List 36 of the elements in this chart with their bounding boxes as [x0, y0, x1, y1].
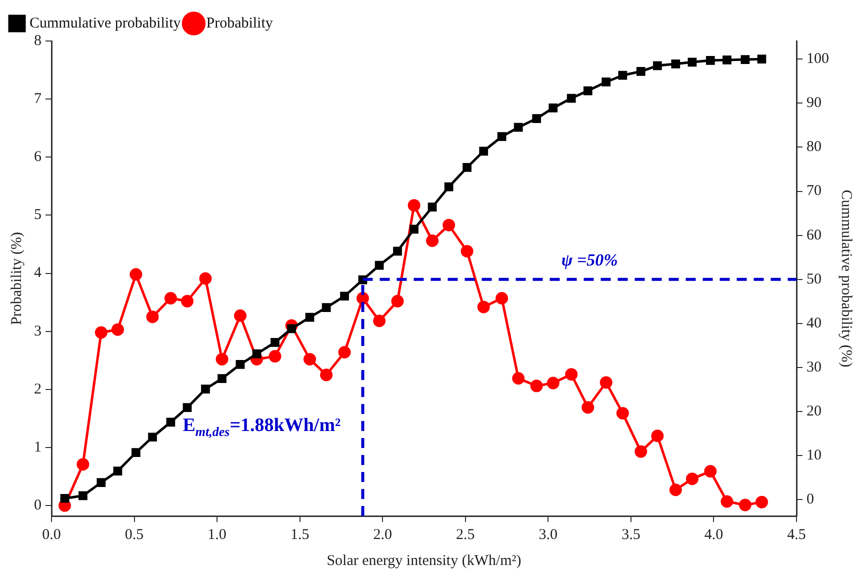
- y2-tick-label: 20: [806, 404, 822, 420]
- x-tick-label: 2.0: [373, 526, 392, 543]
- y-tick-label: 0: [34, 497, 42, 514]
- y2-tick-label: 60: [806, 227, 822, 244]
- y-tick-label: 8: [34, 32, 42, 49]
- ref-line-label: ψ =50%: [561, 250, 618, 270]
- x-tick-label: 3.5: [622, 526, 640, 543]
- x-tick-label: 0.5: [124, 526, 144, 543]
- x-tick-label: 2.5: [456, 526, 475, 543]
- x-tick-label: 4.0: [704, 526, 724, 543]
- x-tick-label: 3.0: [538, 526, 558, 543]
- x-tick-label: 1.5: [290, 526, 310, 543]
- legend-label: Probability: [206, 15, 274, 32]
- x-tick-label: 1.0: [208, 526, 226, 543]
- y2-tick-label: 30: [806, 359, 822, 376]
- y2-tick-label: 100: [806, 51, 829, 68]
- y-axis-title: Probability (%): [8, 232, 25, 325]
- y-tick-label: 5: [34, 207, 42, 224]
- y2-tick-label: 70: [806, 183, 822, 200]
- y-tick-label: 1: [34, 439, 42, 456]
- y2-tick-label: 10: [806, 448, 822, 464]
- y2-tick-label: 40: [806, 315, 822, 332]
- legend-label: Cummulative probability: [30, 15, 182, 32]
- x-tick-label: 4.5: [787, 526, 806, 543]
- y2-tick-label: 0: [806, 492, 814, 508]
- y-tick-label: 2: [34, 381, 42, 398]
- x-axis-title: Solar energy intensity (kWh/m²): [326, 552, 522, 569]
- y2-tick-label: 90: [806, 95, 822, 112]
- y-tick-label: 3: [34, 323, 42, 340]
- y2-tick-label: 50: [806, 271, 822, 288]
- y2-axis-title: Cummulative probability (%): [838, 190, 854, 368]
- y-tick-label: 4: [34, 265, 42, 282]
- x-tick-label: 0.0: [42, 526, 61, 543]
- y-tick-label: 6: [34, 149, 42, 166]
- y-tick-label: 7: [34, 91, 42, 108]
- y2-tick-label: 80: [806, 139, 822, 156]
